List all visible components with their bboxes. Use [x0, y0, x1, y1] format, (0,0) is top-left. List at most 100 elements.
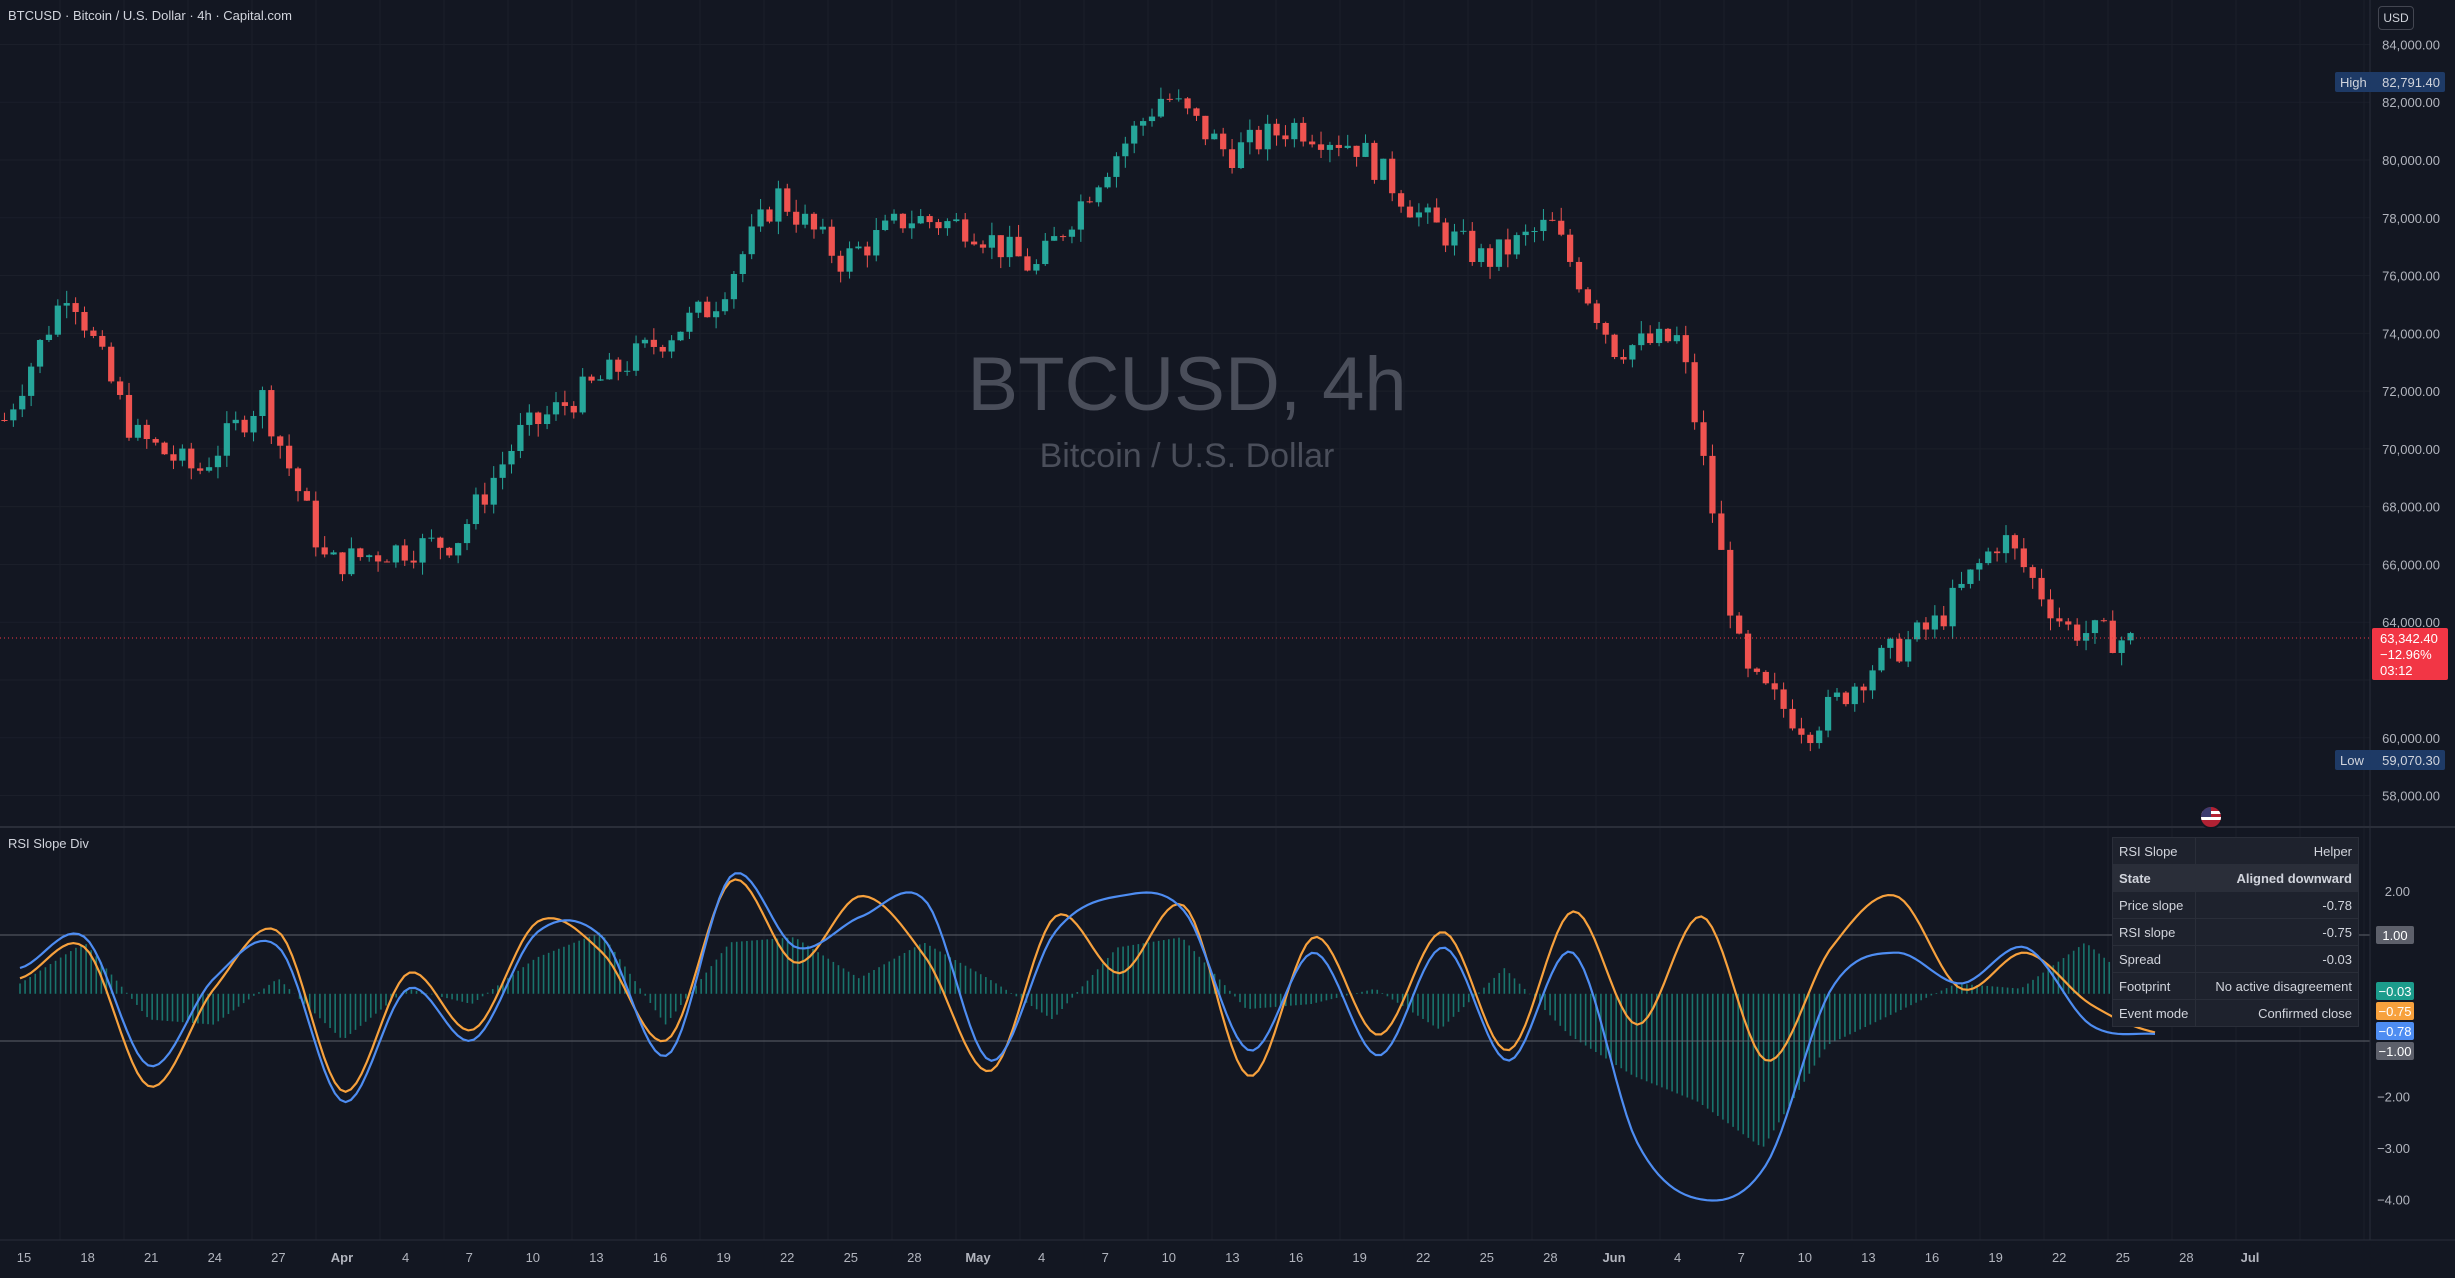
candle-body	[695, 301, 702, 313]
candle-body	[1940, 615, 1947, 627]
candle-body	[775, 188, 782, 222]
chart-grid	[0, 0, 2370, 1240]
candle-body	[1051, 236, 1058, 241]
time-axis-label: 7	[466, 1250, 473, 1265]
indicator-scale[interactable]: 2.00 −2.00 −3.00 −4.00	[2377, 884, 2410, 1208]
candle-body	[970, 241, 978, 245]
candle-body	[161, 442, 168, 455]
candle-body	[383, 561, 391, 563]
candle-body	[1620, 357, 1627, 360]
time-axis-label: 7	[1102, 1250, 1109, 1265]
candle-body	[1095, 187, 1102, 203]
table-row: Spread -0.03	[2112, 945, 2359, 973]
price-tick-label: 76,000.00	[2382, 269, 2440, 284]
time-axis[interactable]: 15 18 21 24 27 Apr 4 7 10 13 16 19 22 25 28 May 4 7 10 13 16…	[17, 1250, 2260, 1265]
candle-body	[917, 216, 924, 224]
value-tag-text: −0.75	[2379, 1004, 2412, 1019]
candle-body	[837, 255, 844, 272]
candle-body	[1282, 135, 1289, 140]
candle-body	[1691, 362, 1698, 423]
candle-body	[1371, 142, 1378, 180]
candle-body	[1798, 728, 1805, 735]
candle-body	[855, 246, 862, 249]
candle-body	[1353, 145, 1360, 157]
time-axis-label: 10	[526, 1250, 540, 1265]
candle-body	[1344, 145, 1351, 148]
candle-body	[1397, 193, 1405, 207]
candle-body	[1113, 156, 1120, 177]
candle-body	[1762, 671, 1769, 684]
time-axis-label: 22	[2052, 1250, 2066, 1265]
candle-body	[1513, 235, 1520, 255]
candle-body	[1237, 142, 1245, 169]
symbol-header[interactable]: BTCUSD · Bitcoin / U.S. Dollar · 4h · Ca…	[8, 8, 292, 23]
indicator-tick-label: −2.00	[2377, 1090, 2410, 1105]
candle-body	[99, 335, 106, 347]
table-row: Event mode Confirmed close	[2112, 999, 2359, 1027]
candle-body	[517, 424, 524, 451]
time-axis-label: 21	[144, 1250, 158, 1265]
candle-body	[677, 331, 684, 341]
candle-body	[286, 445, 293, 469]
candle-body	[944, 221, 951, 229]
candle-body	[1753, 668, 1761, 672]
candle-body	[757, 209, 764, 227]
price-tick-label: 82,000.00	[2382, 95, 2440, 110]
candle-body	[2047, 599, 2054, 619]
candle-body	[401, 545, 408, 561]
candle-body	[63, 303, 70, 306]
low-label: Low	[2340, 753, 2364, 768]
candle-body	[1006, 236, 1013, 258]
candle-body	[2109, 620, 2116, 653]
price-scale[interactable]: 84,000.00 82,000.00 80,000.00 78,000.00 76,0…	[2382, 37, 2440, 803]
candle-body	[108, 346, 115, 382]
candle-body	[481, 494, 488, 505]
time-axis-label: 22	[1416, 1250, 1430, 1265]
table-cell-value: -0.03	[2195, 945, 2359, 973]
currency-button[interactable]: USD	[2378, 6, 2414, 30]
us-flag-event-icon[interactable]	[2199, 805, 2223, 829]
price-tick-label: 58,000.00	[2382, 789, 2440, 804]
time-axis-label: 19	[1988, 1250, 2002, 1265]
candle-body	[659, 346, 666, 352]
candle-body	[1211, 133, 1218, 140]
candle-body	[294, 468, 302, 492]
candle-body	[1309, 141, 1316, 145]
candle-body	[1033, 264, 1040, 271]
time-axis-label: 28	[2179, 1250, 2193, 1265]
table-row: Footprint No active disagreement	[2112, 972, 2359, 1000]
candle-body	[1246, 129, 1253, 143]
table-row: RSI Slope Helper	[2112, 837, 2359, 865]
candle-body	[668, 340, 675, 352]
candle-body	[463, 524, 471, 544]
candle-body	[392, 545, 399, 563]
table-cell-label: Event mode	[2112, 999, 2196, 1027]
candle-body	[1860, 686, 1867, 691]
table-cell-label: RSI Slope	[2112, 837, 2196, 865]
candle-body	[330, 552, 337, 555]
candle-body	[766, 209, 773, 222]
candle-body	[152, 439, 159, 443]
candle-body	[1718, 513, 1725, 550]
candle-body	[1771, 683, 1778, 690]
price-tick-label: 68,000.00	[2382, 500, 2440, 515]
price-tick-label: 84,000.00	[2382, 37, 2440, 52]
candle-body	[2038, 577, 2045, 600]
candle-body	[428, 537, 435, 539]
candle-body	[205, 467, 213, 471]
candle-body	[1789, 708, 1796, 729]
table-cell-value: Helper	[2195, 837, 2359, 865]
table-cell-label: Footprint	[2112, 972, 2196, 1000]
candle-body	[1922, 622, 1930, 630]
candle-body	[1273, 123, 1280, 136]
candle-body	[1166, 98, 1173, 100]
candle-body	[1682, 335, 1689, 363]
candle-body	[19, 395, 26, 410]
candle-body	[810, 213, 818, 230]
candle-body	[748, 226, 755, 255]
candle-body	[490, 477, 497, 505]
indicator-title[interactable]: RSI Slope Div	[8, 836, 89, 851]
low-value: 59,070.30	[2382, 753, 2440, 768]
